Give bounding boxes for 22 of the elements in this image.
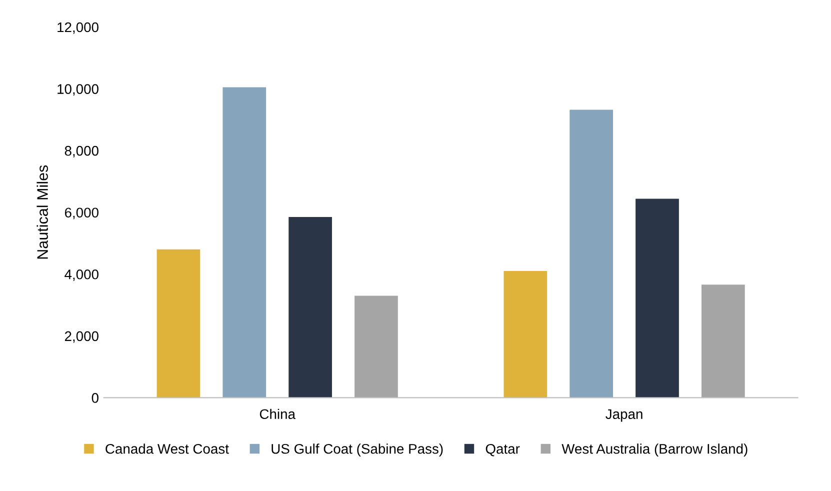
y-tick-label: 10,000 [58, 84, 98, 96]
y-tick-label: 2,000 [64, 331, 98, 343]
bar [288, 216, 332, 398]
legend-label: US Gulf Coat (Sabine Pass) [272, 444, 443, 457]
y-tick-label: 4,000 [64, 269, 98, 281]
legend-label: Canada West Coast [106, 444, 229, 454]
bar [156, 249, 200, 398]
bar [701, 284, 745, 398]
bar [354, 296, 398, 398]
y-tick-label: 0 [92, 393, 98, 403]
y-axis-title: Nautical Miles [36, 165, 48, 259]
legend-label: West Australia (Barrow Island) [562, 444, 748, 457]
y-tick-label: 6,000 [64, 208, 98, 220]
legend-label: Qatar [486, 444, 520, 456]
bar [636, 198, 679, 398]
x-tick-label: China [260, 408, 296, 420]
bar [222, 87, 266, 398]
bar [504, 271, 548, 398]
y-tick-label: 12,000 [58, 22, 98, 34]
bar [570, 110, 614, 398]
y-tick-label: 8,000 [64, 146, 98, 158]
x-tick-label: Japan [606, 409, 642, 422]
